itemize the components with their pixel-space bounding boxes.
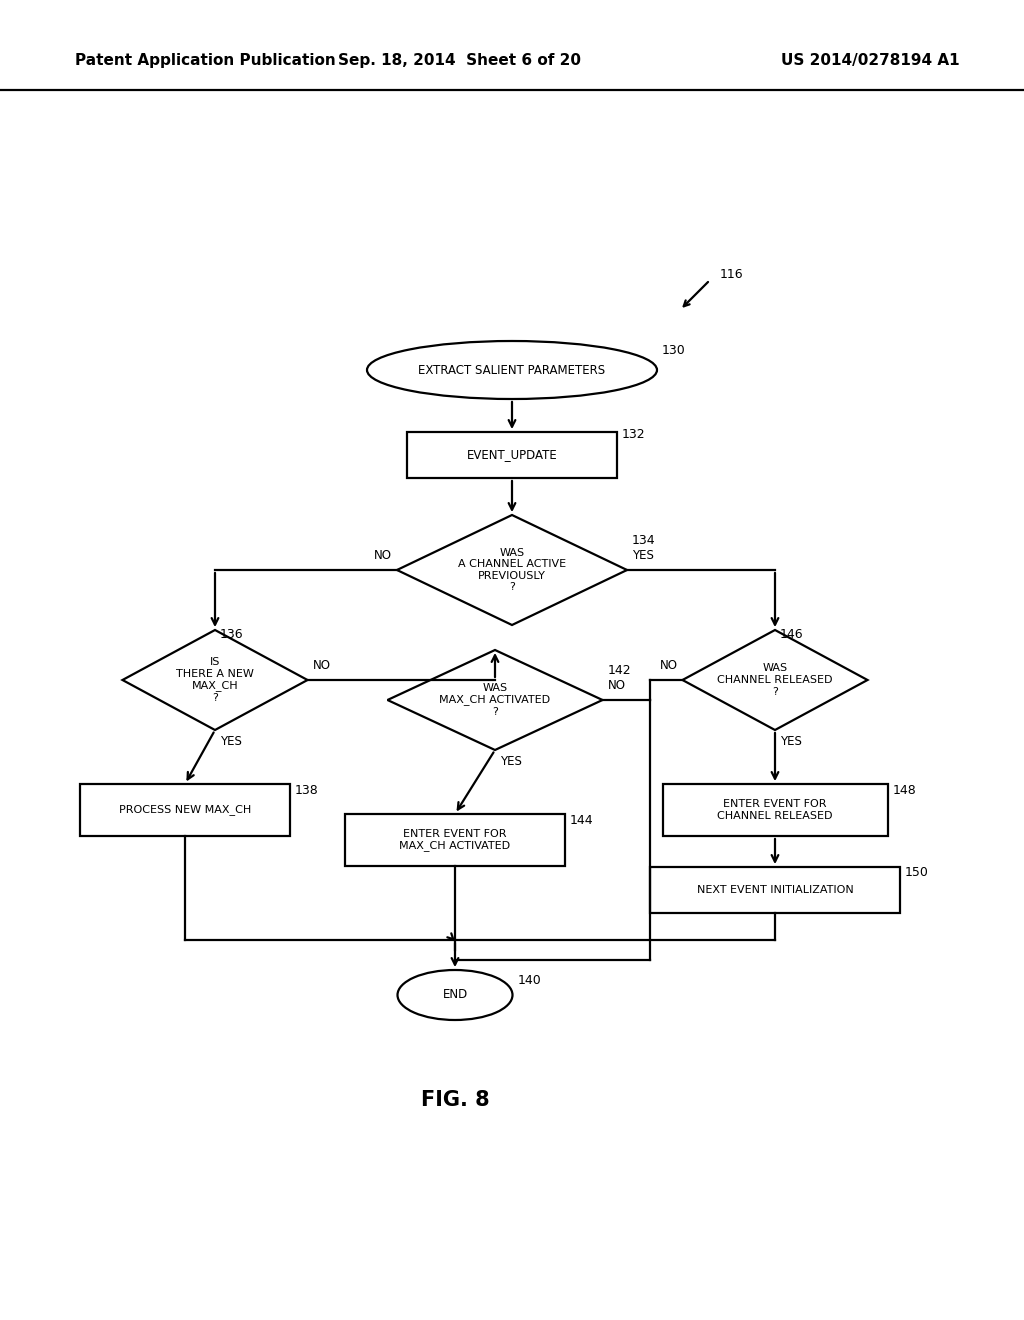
Text: EXTRACT SALIENT PARAMETERS: EXTRACT SALIENT PARAMETERS <box>419 363 605 376</box>
Text: 144: 144 <box>570 813 594 826</box>
Text: ENTER EVENT FOR
MAX_CH ACTIVATED: ENTER EVENT FOR MAX_CH ACTIVATED <box>399 829 511 851</box>
Text: YES: YES <box>500 755 522 768</box>
Text: 116: 116 <box>720 268 743 281</box>
Text: US 2014/0278194 A1: US 2014/0278194 A1 <box>781 53 961 67</box>
Text: 148: 148 <box>893 784 916 796</box>
Text: 146: 146 <box>780 628 804 642</box>
Text: 140: 140 <box>517 974 542 986</box>
Text: PROCESS NEW MAX_CH: PROCESS NEW MAX_CH <box>119 805 251 816</box>
Text: WAS
CHANNEL RELEASED
?: WAS CHANNEL RELEASED ? <box>717 664 833 697</box>
Text: 142: 142 <box>607 664 631 676</box>
Text: NO: NO <box>374 549 392 562</box>
Text: NO: NO <box>607 678 626 692</box>
Text: 132: 132 <box>622 429 645 441</box>
Text: EVENT_UPDATE: EVENT_UPDATE <box>467 449 557 462</box>
Text: NO: NO <box>312 659 331 672</box>
Text: WAS
MAX_CH ACTIVATED
?: WAS MAX_CH ACTIVATED ? <box>439 682 551 717</box>
Text: NO: NO <box>659 659 678 672</box>
Text: 134: 134 <box>632 533 655 546</box>
Text: ENTER EVENT FOR
CHANNEL RELEASED: ENTER EVENT FOR CHANNEL RELEASED <box>717 799 833 821</box>
Text: WAS
A CHANNEL ACTIVE
PREVIOUSLY
?: WAS A CHANNEL ACTIVE PREVIOUSLY ? <box>458 548 566 593</box>
Text: IS
THERE A NEW
MAX_CH
?: IS THERE A NEW MAX_CH ? <box>176 657 254 702</box>
Text: 150: 150 <box>905 866 929 879</box>
Text: FIG. 8: FIG. 8 <box>421 1090 489 1110</box>
Text: 136: 136 <box>220 628 244 642</box>
Text: NEXT EVENT INITIALIZATION: NEXT EVENT INITIALIZATION <box>696 884 853 895</box>
Text: Patent Application Publication: Patent Application Publication <box>75 53 336 67</box>
Text: YES: YES <box>220 735 242 748</box>
Text: Sep. 18, 2014  Sheet 6 of 20: Sep. 18, 2014 Sheet 6 of 20 <box>339 53 582 67</box>
Text: 130: 130 <box>662 343 686 356</box>
Text: END: END <box>442 989 468 1002</box>
Text: 138: 138 <box>295 784 318 796</box>
Text: YES: YES <box>780 735 802 748</box>
Text: YES: YES <box>632 549 654 562</box>
